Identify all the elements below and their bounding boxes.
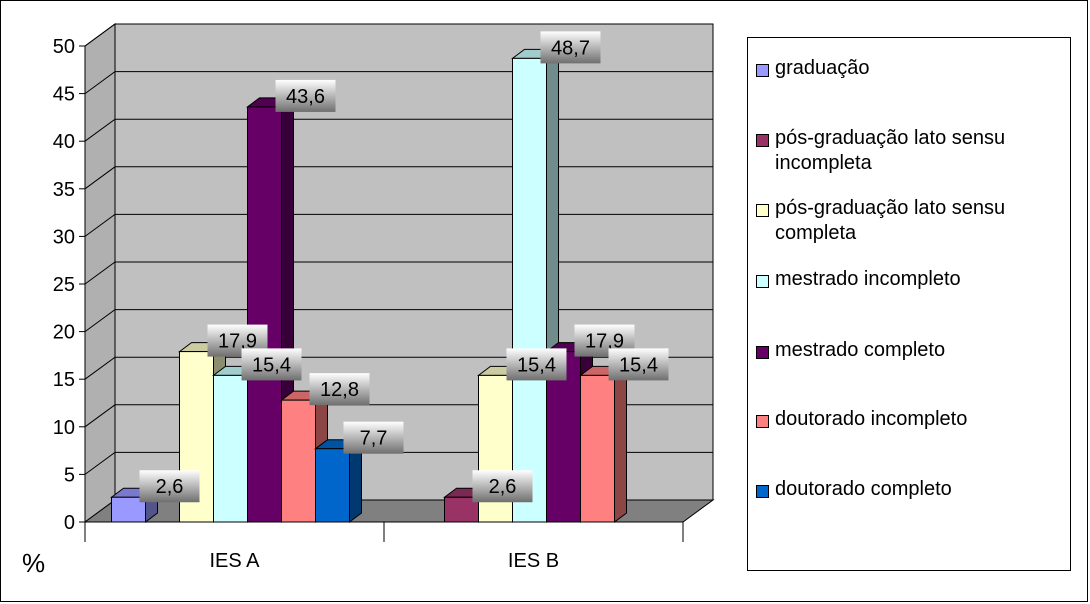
legend-item: mestrado completo	[756, 338, 1068, 363]
y-tick-label: 25	[53, 274, 75, 296]
x-tick-label: IES A	[209, 550, 260, 572]
legend-label: pós-graduação lato sensu completa	[775, 197, 1006, 244]
legend-swatch	[756, 275, 769, 288]
data-label-text: 48,7	[551, 37, 590, 59]
bar-front	[281, 399, 316, 523]
legend-label: graduação	[775, 57, 870, 79]
legend-label: mestrado incompleto	[775, 268, 961, 290]
legend-item: pós-graduação lato sensu incompleta	[756, 126, 1068, 176]
legend-item: pós-graduação lato sensu completa	[756, 196, 1068, 246]
data-label-text: 7,7	[360, 428, 388, 450]
data-label-text: 17,9	[585, 331, 624, 353]
legend-swatch	[756, 415, 769, 428]
y-tick-label: 15	[53, 369, 75, 391]
data-label-box	[309, 373, 370, 406]
legend-swatch	[756, 64, 769, 77]
y-axis-unit-label: %	[22, 548, 46, 578]
data-label: 15,4	[506, 348, 567, 381]
bar-front	[315, 448, 350, 523]
y-tick-label: 0	[64, 512, 75, 534]
bar	[579, 365, 628, 523]
data-label-box	[275, 79, 336, 112]
data-label: 43,6	[275, 79, 336, 112]
data-label-box	[506, 348, 567, 381]
data-label-box	[343, 421, 404, 454]
data-label-text: 2,6	[489, 476, 517, 498]
bar-front	[512, 57, 547, 523]
bar-side	[614, 365, 627, 523]
y-tick-label: 50	[53, 36, 75, 58]
legend: graduação pós-graduação lato sensu incomp…	[747, 37, 1071, 571]
legend-label: mestrado completo	[775, 339, 946, 361]
legend-label: pós-graduação lato sensu incompleta	[775, 127, 1006, 174]
y-tick-label: 35	[53, 179, 75, 201]
data-label: 7,7	[343, 421, 404, 454]
legend-swatch	[756, 485, 769, 498]
data-label-text: 15,4	[517, 354, 556, 376]
y-tick-label: 20	[53, 322, 75, 344]
legend-item: doutorado completo	[756, 477, 1068, 502]
data-label-box	[608, 348, 669, 381]
y-tick-label: 5	[64, 464, 75, 486]
y-tick-label: 40	[53, 131, 75, 153]
y-tick-label: 45	[53, 84, 75, 106]
bar-front	[580, 374, 615, 523]
data-label: 2,6	[139, 470, 200, 503]
bar-front	[213, 374, 248, 523]
data-label-text: 43,6	[286, 86, 325, 108]
legend-item: doutorado incompleto	[756, 407, 1068, 432]
data-label-text: 12,8	[320, 379, 359, 401]
data-label-box	[472, 470, 533, 503]
legend-label: doutorado incompleto	[775, 408, 968, 430]
data-label-box	[241, 348, 302, 381]
data-label-text: 17,9	[218, 331, 257, 353]
legend-label: doutorado completo	[775, 478, 952, 500]
legend-item: graduação	[756, 56, 1068, 81]
data-label: 15,4	[608, 348, 669, 381]
y-tick-label: 30	[53, 226, 75, 248]
data-label-text: 2,6	[156, 476, 184, 498]
gridline	[84, 23, 713, 47]
data-label: 15,4	[241, 348, 302, 381]
data-label-box	[540, 31, 601, 64]
data-label-box	[139, 470, 200, 503]
data-label: 12,8	[309, 373, 370, 406]
legend-item: mestrado incompleto	[756, 267, 1068, 292]
legend-swatch	[756, 134, 769, 147]
data-label: 2,6	[472, 470, 533, 503]
data-label-text: 15,4	[619, 354, 658, 376]
legend-swatch	[756, 346, 769, 359]
y-tick-label: 10	[53, 417, 75, 439]
legend-swatch	[756, 204, 769, 217]
x-tick-label: IES B	[508, 550, 559, 572]
bar-front	[247, 106, 282, 523]
data-label: 48,7	[540, 31, 601, 64]
data-label-text: 15,4	[252, 354, 291, 376]
